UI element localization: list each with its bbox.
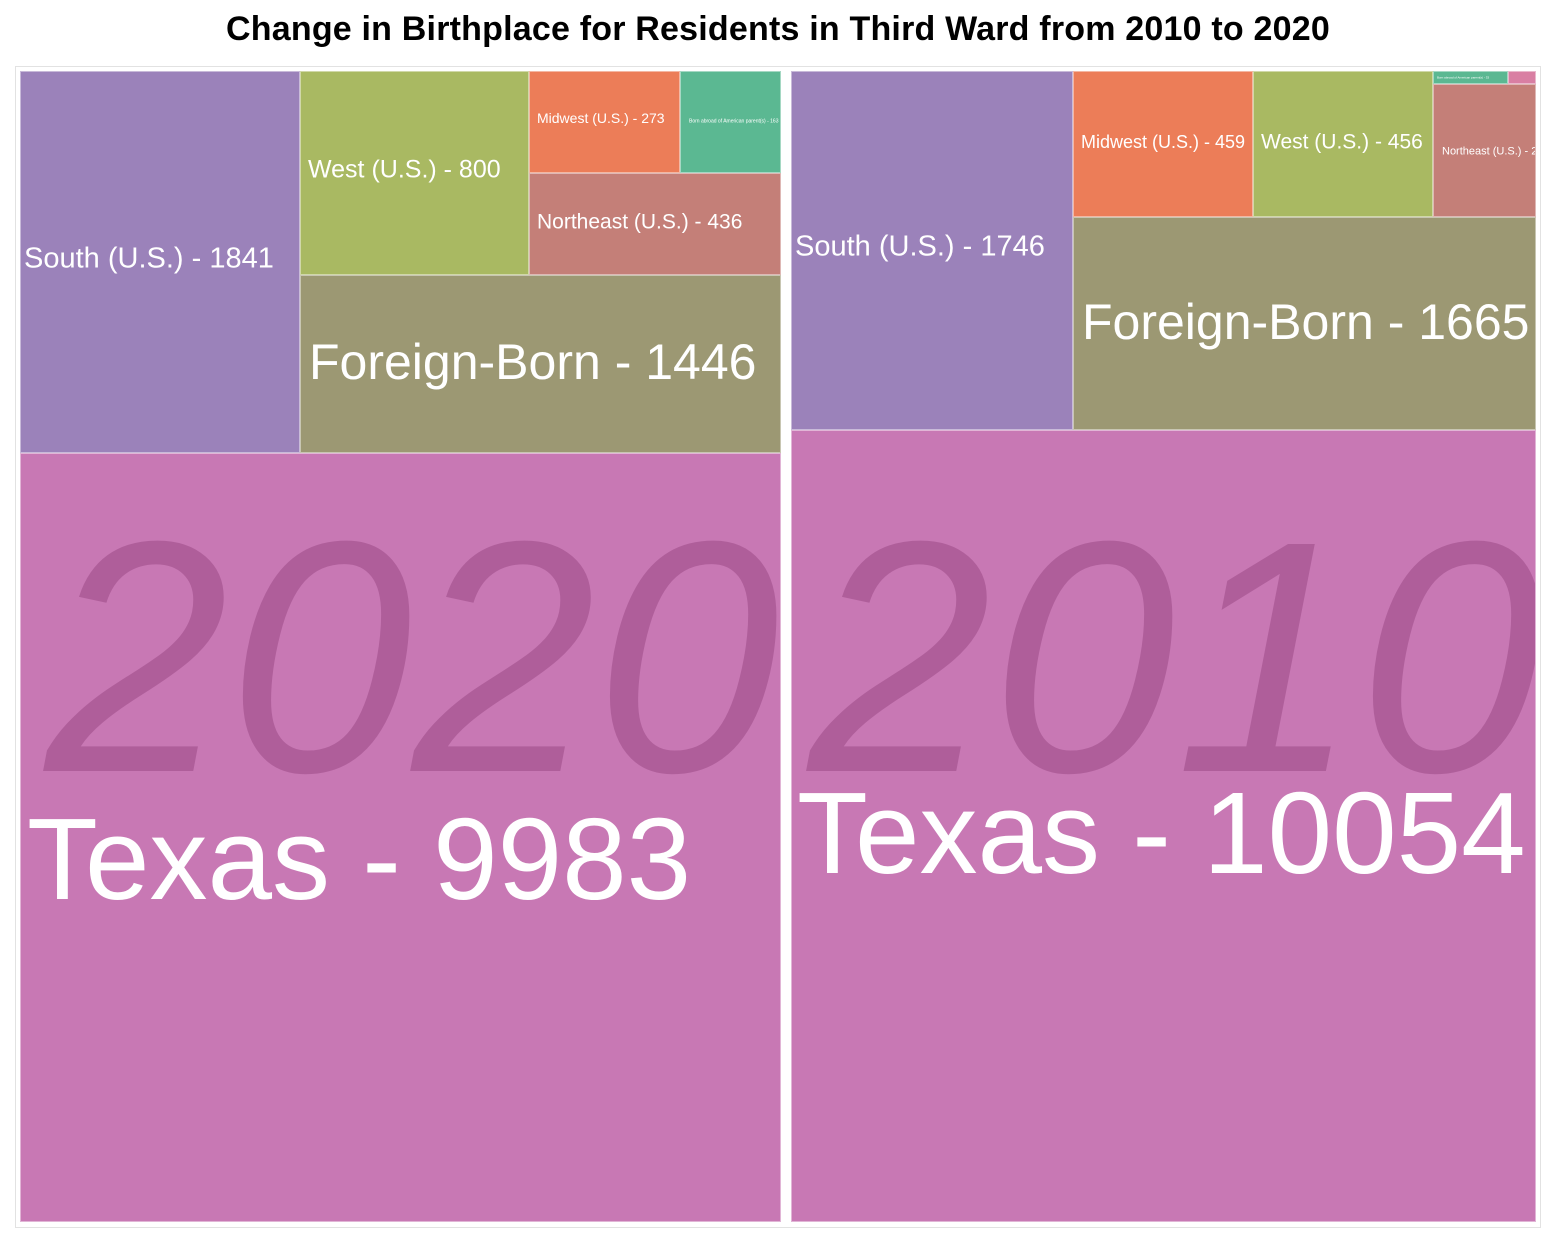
treemap-cell-south: South (U.S.) - 1841 bbox=[20, 71, 300, 453]
treemap-cell-other bbox=[1508, 71, 1536, 84]
treemap-cell-foreign: Foreign-Born - 1446 bbox=[300, 275, 781, 453]
treemap-label-midwest: Midwest (U.S.) - 273 bbox=[537, 110, 665, 126]
treemap-cell-west: West (U.S.) - 800 bbox=[300, 71, 529, 275]
treemap-cell-texas: 2020 Texas - 9983 bbox=[20, 453, 781, 1222]
treemap-label-northeast: Northeast (U.S.) - 436 bbox=[537, 210, 743, 234]
treemap-label-midwest: Midwest (U.S.) - 459 bbox=[1081, 132, 1246, 152]
treemap-panel-2020: 2020 Texas - 9983 South (U.S.) - 1841 Forei… bbox=[20, 71, 781, 1222]
treemap-label-foreign: Foreign-Born - 1665 bbox=[1082, 294, 1530, 350]
year-watermark: 2020 bbox=[45, 472, 780, 841]
treemap-label-west: West (U.S.) - 800 bbox=[308, 155, 501, 184]
treemap-label-texas: Texas - 10054 bbox=[797, 768, 1526, 898]
treemap-label-south: South (U.S.) - 1746 bbox=[795, 230, 1045, 263]
treemap-cell-northeast: Northeast (U.S.) - 240 bbox=[1433, 84, 1536, 217]
treemap-cell-abroad: Born abroad of American parent(s) - 163 bbox=[680, 71, 781, 173]
treemap-panel-2010: 2010 Texas - 10054 South (U.S.) - 1746 Fore… bbox=[791, 71, 1536, 1222]
treemap-cell-abroad: Born abroad of American parent(s) - 33 bbox=[1433, 71, 1508, 84]
treemap-label-northeast: Northeast (U.S.) - 240 bbox=[1442, 145, 1535, 158]
treemap-label-south: South (U.S.) - 1841 bbox=[24, 242, 274, 275]
treemap-cell-texas: 2010 Texas - 10054 bbox=[791, 430, 1536, 1222]
treemap-cell-northeast: Northeast (U.S.) - 436 bbox=[529, 173, 781, 275]
treemap-cell-midwest: Midwest (U.S.) - 459 bbox=[1073, 71, 1253, 217]
treemap-cell-south: South (U.S.) - 1746 bbox=[791, 71, 1073, 430]
treemap-label-abroad: Born abroad of American parent(s) - 163 bbox=[689, 118, 779, 125]
treemap-cell-midwest: Midwest (U.S.) - 273 bbox=[529, 71, 680, 173]
chart-title: Change in Birthplace for Residents in Th… bbox=[226, 10, 1330, 48]
treemap-label-abroad: Born abroad of American parent(s) - 33 bbox=[1437, 75, 1490, 80]
treemap-cell-west: West (U.S.) - 456 bbox=[1253, 71, 1433, 217]
treemap-cell-foreign: Foreign-Born - 1665 bbox=[1073, 217, 1536, 430]
treemap-label-west: West (U.S.) - 456 bbox=[1261, 130, 1423, 154]
treemap-label-texas: Texas - 9983 bbox=[27, 794, 692, 924]
treemap-label-foreign: Foreign-Born - 1446 bbox=[309, 334, 757, 390]
